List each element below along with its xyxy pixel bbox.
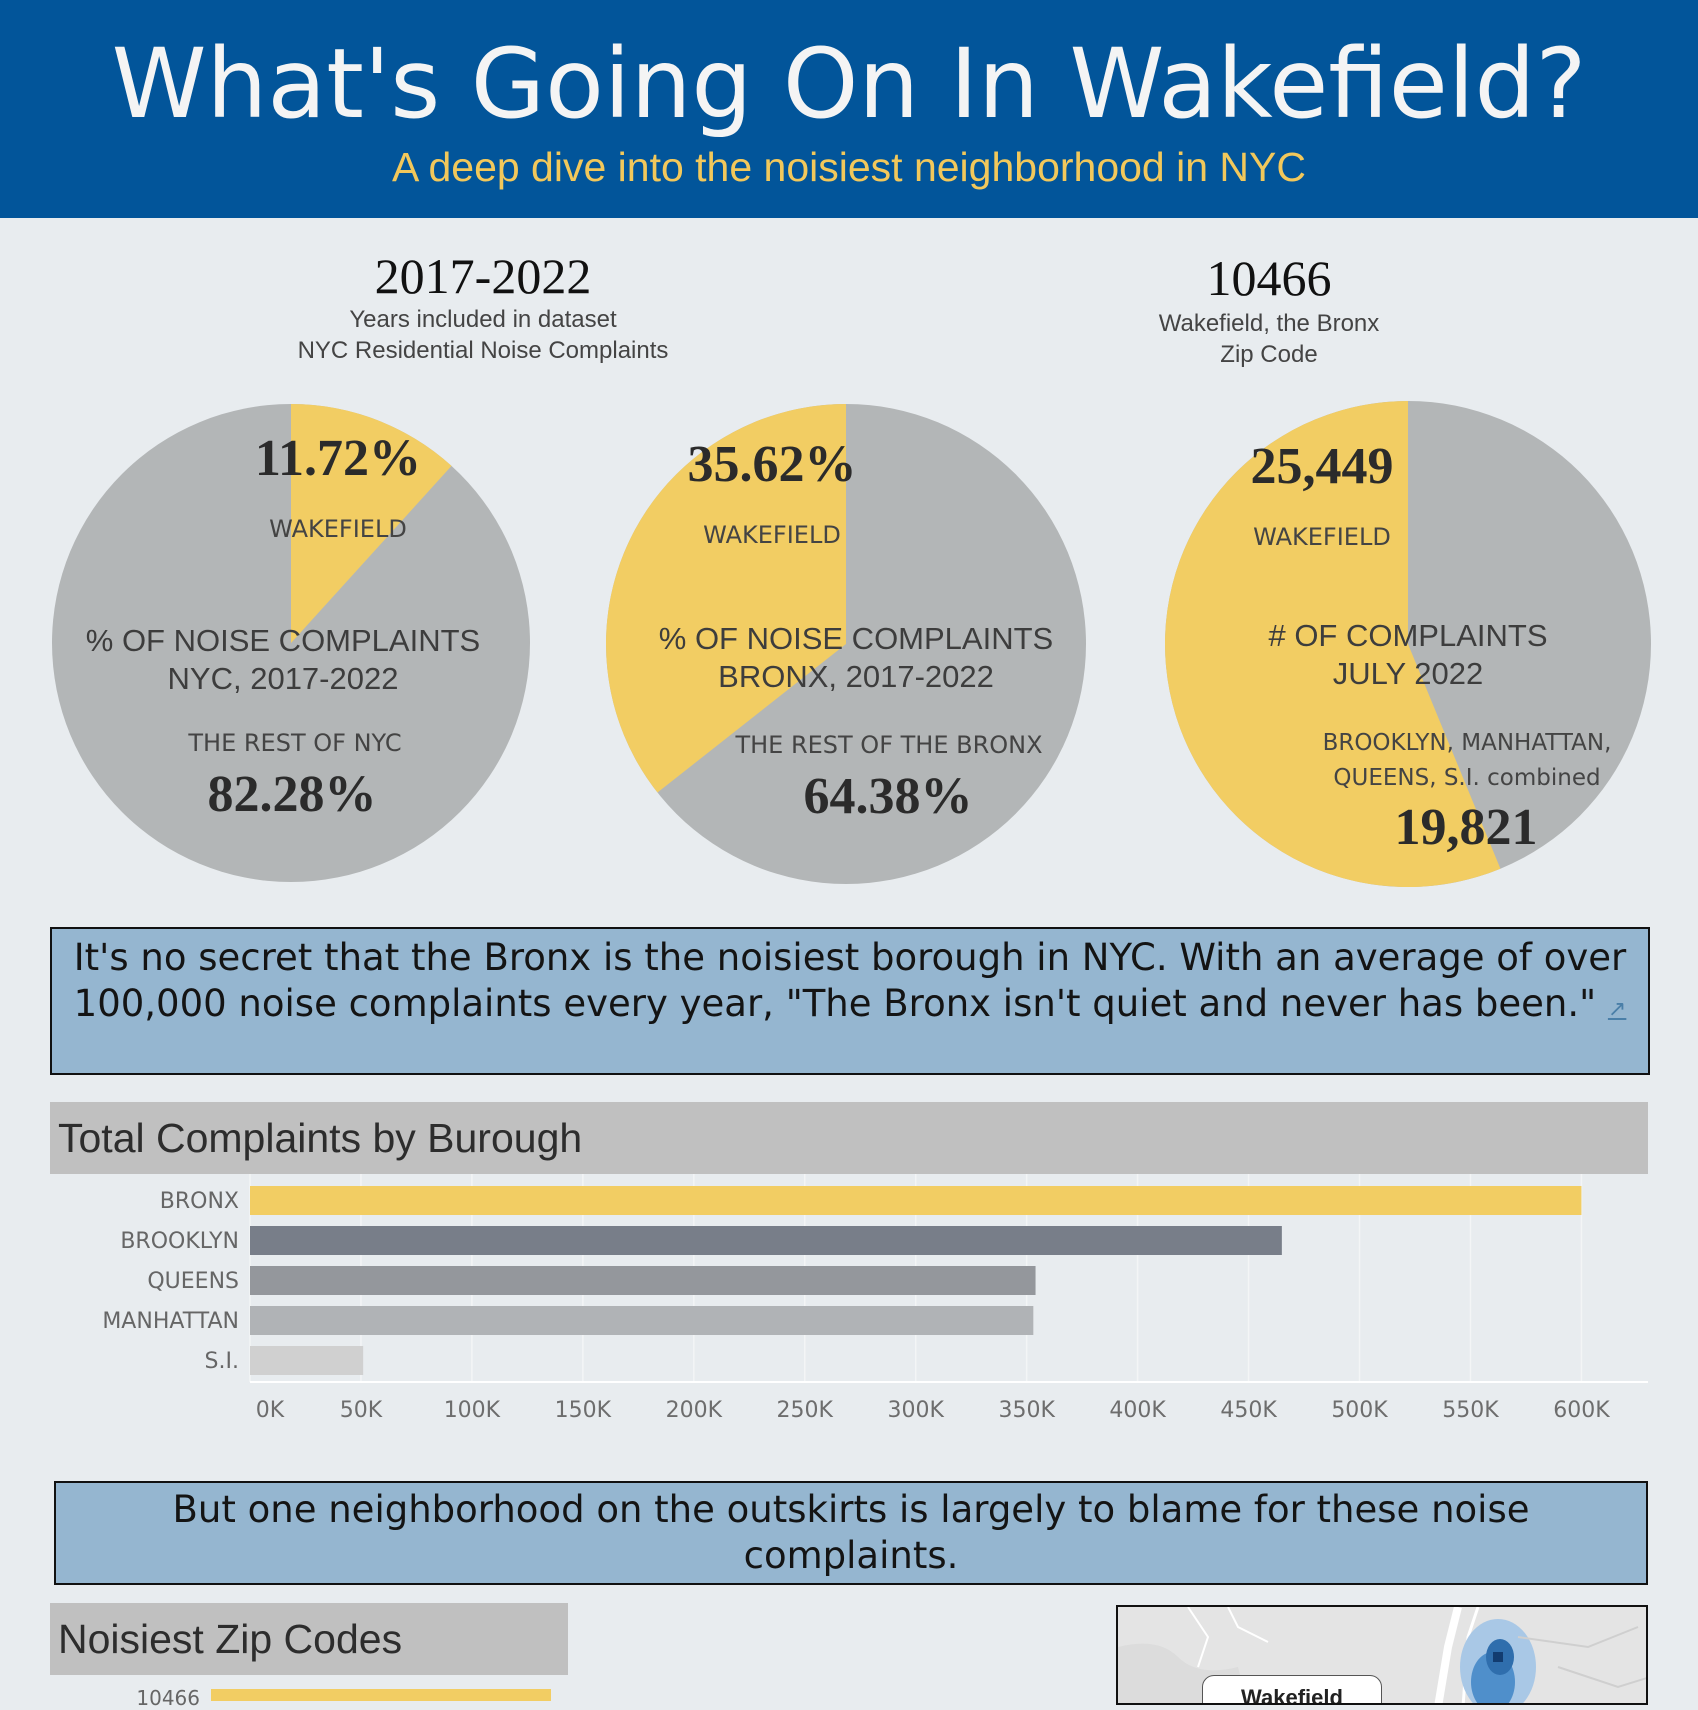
pie-nyc-rest-label: THE REST OF NYC	[187, 729, 401, 757]
page-subtitle: A deep dive into the noisiest neighborho…	[391, 144, 1306, 190]
pie-bronx-rest-value: 64.38%	[804, 768, 973, 825]
x-tick-label: 300K	[888, 1398, 945, 1423]
kpi-years-line2: NYC Residential Noise Complaints	[297, 337, 669, 364]
bar-si[interactable]	[250, 1346, 364, 1375]
x-tick-label: 250K	[777, 1398, 834, 1423]
x-tick-label: 550K	[1442, 1398, 1499, 1423]
bar-brooklyn[interactable]	[250, 1226, 1282, 1255]
category-label: BROOKLYN	[120, 1229, 239, 1254]
bar-manhattan[interactable]	[250, 1306, 1034, 1335]
x-tick-label: 400K	[1109, 1398, 1166, 1423]
header-banner	[0, 0, 1698, 218]
pie-july-rest-label-line1: BROOKLYN, MANHATTAN,	[1323, 730, 1612, 756]
map-graphic	[1118, 1607, 1646, 1703]
page-title: What's Going On In Wakefield?	[111, 28, 1587, 140]
category-label: S.I.	[205, 1349, 239, 1374]
pie-bronx-wakefield-label: WAKEFIELD	[703, 521, 841, 549]
pie-charts: 11.72% WAKEFIELD % OF NOISE COMPLAINTS N…	[52, 401, 1651, 887]
pie-july-wakefield-label: WAKEFIELD	[1253, 523, 1391, 551]
x-tick-label: 350K	[998, 1398, 1055, 1423]
kpi-years-value: 2017-2022	[374, 248, 592, 304]
x-tick-label: 450K	[1220, 1398, 1277, 1423]
section-burough-header: Total Complaints by Burough	[50, 1102, 1648, 1174]
bar-chart-axis-labels: 0K 50K 100K 150K 200K 250K 300K 350K 400K 450K 500…	[256, 1398, 1610, 1423]
pie-july-wakefield-slice	[1165, 401, 1501, 887]
x-tick-label: 100K	[444, 1398, 501, 1423]
pie-july-wakefield-value: 25,449	[1251, 438, 1394, 495]
x-tick-label: 0K	[256, 1398, 285, 1423]
pie-nyc: 11.72% WAKEFIELD % OF NOISE COMPLAINTS N…	[52, 404, 530, 882]
callout-neighborhood-text: But one neighborhood on the outskirts is…	[172, 1488, 1530, 1577]
burough-bar-chart: BRONX BROOKLYN QUEENS MANHATTAN S.I. 0K 50K 10…	[102, 1174, 1648, 1423]
kpi-zip-value: 10466	[1206, 250, 1332, 306]
callout-bronx: It's no secret that the Bronx is the noi…	[50, 927, 1650, 1075]
kpi-zip-line2: Zip Code	[1220, 341, 1318, 368]
category-label: BRONX	[160, 1189, 239, 1214]
map-panel[interactable]: Wakefield	[1116, 1605, 1648, 1705]
x-tick-label: 50K	[340, 1398, 383, 1423]
pie-nyc-wakefield-label: WAKEFIELD	[269, 515, 407, 543]
pie-july: 25,449 WAKEFIELD # OF COMPLAINTS JULY 20…	[1165, 401, 1651, 887]
bar-queens[interactable]	[250, 1266, 1036, 1295]
kpi-zip-line1: Wakefield, the Bronx	[1158, 310, 1380, 337]
pie-nyc-wakefield-value: 11.72%	[255, 430, 421, 487]
pie-nyc-rest-value: 82.28%	[208, 766, 377, 823]
pie-bronx-rest-label: THE REST OF THE BRONX	[734, 731, 1042, 759]
x-tick-label: 600K	[1553, 1398, 1610, 1423]
zip-bar-10466	[211, 1689, 551, 1701]
pie-nyc-caption-line1: % OF NOISE COMPLAINTS	[86, 623, 480, 658]
map-marker	[1493, 1652, 1503, 1662]
pie-bronx-caption-line2: BRONX, 2017-2022	[718, 659, 994, 694]
pie-nyc-caption-line2: NYC, 2017-2022	[168, 661, 399, 696]
x-tick-label: 150K	[555, 1398, 612, 1423]
kpi-years-line1: Years included in dataset	[349, 306, 617, 333]
external-link-icon[interactable]: ↗	[1607, 997, 1627, 1022]
x-tick-label: 200K	[666, 1398, 723, 1423]
pie-july-caption-line2: JULY 2022	[1333, 656, 1484, 691]
pie-bronx: 35.62% WAKEFIELD % OF NOISE COMPLAINTS B…	[606, 404, 1086, 884]
callout-neighborhood: But one neighborhood on the outskirts is…	[54, 1481, 1648, 1585]
map-callout-label: Wakefield	[1202, 1675, 1382, 1703]
callout-bronx-text: It's no secret that the Bronx is the noi…	[73, 936, 1627, 1025]
section-zip-header: Noisiest Zip Codes	[50, 1603, 568, 1675]
zip-row-label: 10466	[136, 1686, 200, 1710]
pie-nyc-wakefield-slice	[291, 404, 452, 643]
pie-july-caption-line1: # OF COMPLAINTS	[1268, 618, 1547, 653]
pie-july-rest-value: 19,821	[1395, 799, 1538, 856]
pie-bronx-caption-line1: % OF NOISE COMPLAINTS	[659, 621, 1053, 656]
bar-chart-category-labels: BRONX BROOKLYN QUEENS MANHATTAN S.I.	[102, 1189, 239, 1374]
bar-bronx[interactable]	[250, 1186, 1582, 1215]
category-label: MANHATTAN	[102, 1309, 239, 1334]
x-tick-label: 500K	[1331, 1398, 1388, 1423]
pie-july-rest-label-line2: QUEENS, S.I. combined	[1333, 765, 1600, 791]
bar-chart-bars	[250, 1186, 1582, 1375]
pie-bronx-wakefield-slice	[606, 404, 846, 793]
category-label: QUEENS	[147, 1269, 239, 1294]
pie-bronx-wakefield-value: 35.62%	[688, 436, 857, 493]
